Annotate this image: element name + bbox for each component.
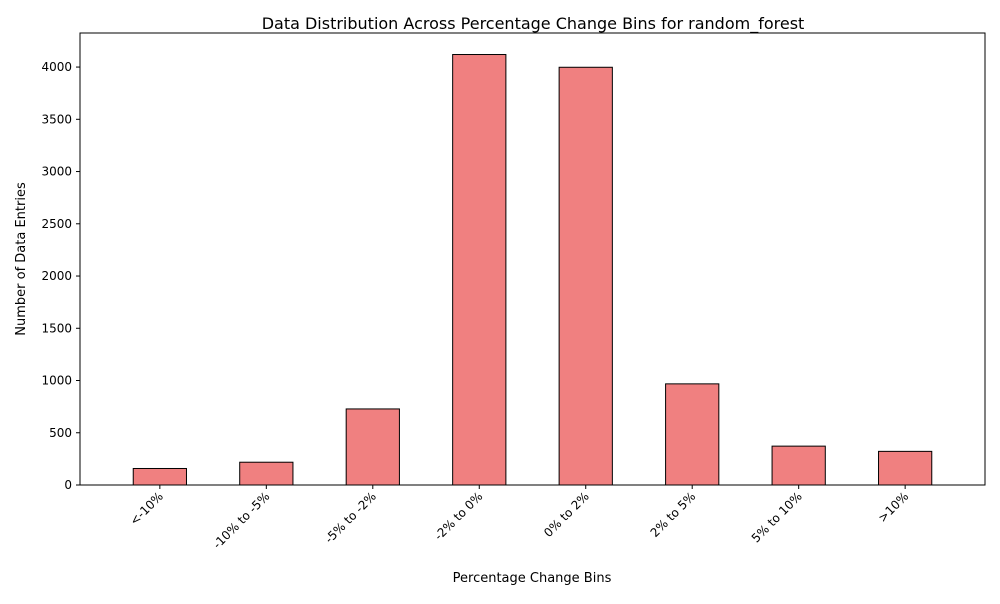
y-axis: 0 500 1000 1500 2000 2500 3000 3500 4000 [41, 60, 80, 492]
bar-0 [132, 467, 187, 486]
y-tick-label-0: 0 [64, 478, 72, 492]
x-axis-label: Percentage Change Bins [453, 571, 612, 586]
y-tick-label-4: 2000 [41, 269, 72, 283]
bar-5 [665, 383, 720, 486]
bars-group [132, 54, 933, 486]
plot-frame [79, 32, 986, 486]
bar-4 [558, 66, 613, 486]
y-tick-label-6: 3000 [41, 165, 72, 179]
y-tick-label-5: 2500 [41, 217, 72, 231]
x-tick-label-1: -10% to -5% [210, 489, 272, 551]
y-tick-label-2: 1000 [41, 374, 72, 388]
x-tick-label-2: -5% to -2% [322, 489, 379, 546]
bar-6 [771, 445, 826, 486]
chart-title: Data Distribution Across Percentage Chan… [262, 14, 805, 34]
bar-7 [878, 450, 933, 486]
y-tick-label-7: 3500 [41, 112, 72, 126]
bar-2 [345, 408, 400, 486]
y-tick-label-1: 500 [49, 426, 72, 440]
x-tick-label-7: >10% [875, 489, 911, 525]
x-tick-label-5: 2% to 5% [648, 489, 699, 540]
y-tick-label-8: 4000 [41, 60, 72, 74]
y-axis-label: Number of Data Entries [14, 182, 29, 336]
x-tick-label-3: -2% to 0% [432, 489, 486, 543]
x-axis: <-10% -10% to -5% -5% to -2% -2% to 0% 0% to… [127, 485, 911, 551]
x-tick-label-0: <-10% [127, 489, 166, 528]
y-tick-label-3: 1500 [41, 321, 72, 335]
x-tick-label-4: 0% to 2% [541, 489, 592, 540]
bar-3 [452, 54, 507, 486]
bar-1 [239, 461, 294, 486]
x-tick-label-6: 5% to 10% [749, 489, 805, 545]
